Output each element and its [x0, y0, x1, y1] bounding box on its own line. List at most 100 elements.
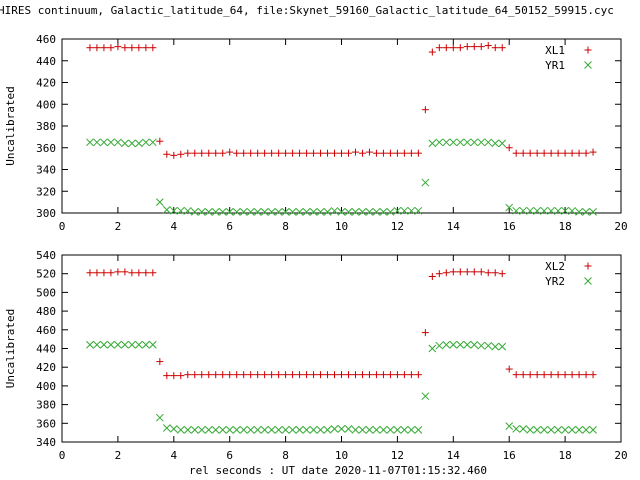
series-yr1 [86, 138, 597, 216]
data-point [512, 371, 520, 379]
y-tick-label: 360 [36, 417, 56, 430]
x-tick-label: 20 [614, 220, 627, 233]
data-point [344, 425, 353, 433]
cross-marker-b [211, 208, 220, 216]
cross-marker-b [302, 208, 311, 216]
data-point [561, 425, 569, 434]
cross-marker-b [281, 208, 290, 216]
x-tick-label: 10 [335, 220, 348, 233]
cross-marker-b [232, 425, 241, 434]
cross-marker-b [505, 203, 514, 212]
cross-marker-b [141, 340, 150, 349]
cross-marker-b [295, 208, 304, 216]
data-point [107, 269, 115, 277]
cross-marker-b [456, 340, 465, 349]
data-point [589, 148, 597, 156]
legend-label: XL2 [545, 260, 565, 273]
y-tick-label: 320 [36, 185, 56, 198]
data-point [533, 425, 542, 434]
data-point [247, 149, 255, 157]
cross-marker-b [351, 425, 360, 434]
y-tick-label: 520 [36, 268, 56, 281]
lower-plot-panel: 340 360 380 400 420 440 460 480 500 520 540 0 2 4 6 8 10… [4, 249, 628, 462]
cross-marker-b [484, 138, 493, 147]
series-xl2 [86, 268, 597, 380]
cross-marker-b [155, 413, 164, 422]
data-point [358, 371, 366, 379]
y-tick-label: 540 [36, 249, 56, 262]
data-point [163, 150, 171, 158]
cross-marker-b [239, 425, 248, 434]
data-point [358, 149, 366, 157]
y-tick-label: 420 [36, 77, 56, 90]
data-point [114, 268, 122, 276]
x-axis-label: rel seconds : UT date 2020-11-07T01:15:3… [189, 464, 487, 477]
data-point [338, 149, 345, 157]
cross-marker-b [358, 425, 367, 434]
cross-marker-b [274, 208, 283, 216]
data-point [589, 208, 597, 216]
data-point [253, 208, 262, 216]
data-point [302, 425, 311, 434]
data-point [351, 371, 359, 379]
data-point [351, 148, 359, 156]
cross-marker-b [505, 422, 514, 430]
data-point [428, 344, 437, 353]
data-point [463, 340, 472, 349]
data-point [575, 208, 583, 216]
y-axis-label: Uncalibrated [4, 309, 17, 388]
data-point [226, 371, 234, 379]
data-point [114, 340, 122, 349]
x-tick-label: 2 [115, 449, 122, 462]
data-point [107, 340, 115, 349]
cross-marker-b [260, 208, 269, 216]
cross-marker-b [246, 425, 255, 434]
cross-marker-b [162, 424, 171, 432]
cross-marker-b [561, 425, 569, 434]
data-point [477, 138, 486, 147]
data-point [282, 371, 290, 379]
data-point [289, 371, 297, 379]
data-point [190, 208, 199, 216]
cross-marker-b [197, 208, 206, 216]
x-tick-label: 14 [447, 449, 461, 462]
y-tick-label: 360 [36, 142, 56, 155]
data-point [155, 198, 164, 206]
cross-marker-b [93, 340, 101, 349]
data-point [148, 138, 157, 147]
data-point [484, 138, 493, 147]
cross-marker-b [533, 425, 542, 434]
cross-marker-b [183, 206, 192, 215]
data-point [358, 208, 367, 216]
y-tick-label: 400 [36, 98, 56, 111]
data-point [282, 149, 290, 157]
cross-marker-b [400, 425, 409, 434]
data-point [379, 208, 388, 216]
data-point [303, 149, 311, 157]
data-point [239, 425, 248, 434]
data-point [239, 208, 248, 216]
data-point [233, 371, 241, 379]
data-point [526, 206, 535, 215]
cross-marker-b [169, 206, 178, 215]
cross-marker-b [100, 138, 108, 147]
data-point [204, 425, 213, 434]
cross-marker-b [589, 425, 597, 434]
data-point [254, 371, 262, 379]
cross-marker-b [183, 425, 192, 434]
data-point [218, 208, 227, 216]
data-point [512, 149, 520, 157]
data-point [582, 149, 590, 157]
cross-marker-b [393, 425, 402, 434]
data-point [330, 425, 339, 433]
series-yr2 [86, 340, 597, 434]
cross-marker-b [463, 340, 472, 349]
cross-marker-b [225, 425, 234, 434]
data-point [491, 269, 499, 277]
data-point [176, 206, 185, 215]
data-point [303, 371, 311, 379]
data-point [456, 138, 465, 147]
data-point [219, 149, 227, 157]
cross-marker-b [148, 138, 157, 147]
data-point [386, 149, 394, 157]
